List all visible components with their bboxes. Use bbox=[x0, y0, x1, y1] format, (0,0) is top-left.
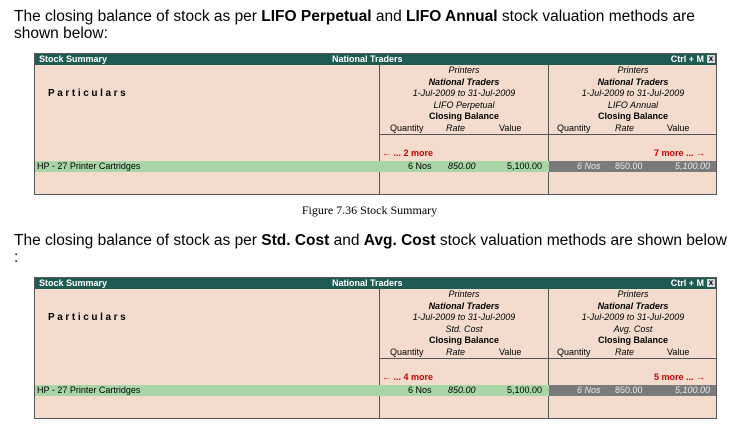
intro-text: stock valuation methods are shown below … bbox=[14, 232, 727, 266]
item-name: HP - 27 Printer Cartridges bbox=[37, 385, 141, 395]
value-header: Value bbox=[667, 347, 690, 357]
intro-paragraph-1: The closing balance of stock as per LIFO… bbox=[14, 8, 734, 42]
closing-balance-heading: Closing Balance bbox=[428, 111, 500, 121]
quantity-header: Quantity bbox=[390, 347, 424, 357]
closing-balance-heading: Closing Balance bbox=[597, 111, 669, 121]
stock-summary-window: Stock Summary National Traders Ctrl + M … bbox=[34, 53, 717, 195]
left-arrow-icon: ← bbox=[382, 148, 394, 158]
quantity-header: Quantity bbox=[557, 347, 591, 357]
value-cell: 5,100.00 bbox=[675, 161, 711, 171]
more-columns-label: ... 2 more bbox=[393, 148, 434, 158]
column-divider bbox=[548, 289, 549, 418]
intro-text: stock valuation methods are shown below: bbox=[14, 8, 695, 42]
period: 1-Jul-2009 to 31-Jul-2009 bbox=[412, 312, 516, 322]
group-name: Printers bbox=[448, 289, 480, 299]
value-cell: 5,100.00 bbox=[507, 385, 543, 395]
company-title: National Traders bbox=[332, 54, 403, 64]
item-name: HP - 27 Printer Cartridges bbox=[37, 161, 141, 171]
company-name: National Traders bbox=[597, 76, 669, 87]
shortcut-hint: Ctrl + M bbox=[670, 278, 704, 288]
window-title-bar: Stock Summary National Traders Ctrl + M … bbox=[35, 54, 716, 65]
value-header: Value bbox=[499, 347, 522, 357]
right-arrow-icon: → bbox=[693, 148, 706, 158]
intro-text: and bbox=[329, 232, 364, 249]
rate-header: Rate bbox=[446, 123, 466, 133]
rate-cell: 850.00 bbox=[615, 161, 643, 171]
closing-balance-heading: Closing Balance bbox=[597, 335, 669, 345]
rate-cell: 850.00 bbox=[448, 161, 476, 171]
quantity-cell: 6 Nos bbox=[577, 385, 601, 395]
header-divider bbox=[379, 134, 716, 135]
quantity-cell: 6 Nos bbox=[577, 161, 601, 171]
quantity-header: Quantity bbox=[557, 123, 591, 133]
valuation-method: Avg. Cost bbox=[613, 323, 653, 334]
valuation-method: Std. Cost bbox=[445, 323, 483, 334]
value-cell: 5,100.00 bbox=[675, 385, 711, 395]
more-columns-label: 7 more ... bbox=[654, 148, 694, 158]
more-columns-label: ... 4 more bbox=[393, 372, 434, 382]
stock-summary-window: Stock Summary National Traders Ctrl + M … bbox=[34, 277, 717, 419]
particulars-heading: Particulars bbox=[48, 312, 129, 323]
close-icon[interactable]: x bbox=[707, 54, 715, 63]
selected-cell-group: 6 Nos 850.00 5,100.00 bbox=[549, 385, 716, 396]
more-columns-left[interactable]: ← ... 4 more bbox=[382, 372, 433, 382]
valuation-method: LIFO Perpetual bbox=[433, 99, 495, 110]
more-columns-label: 5 more ... bbox=[654, 372, 694, 382]
table-row[interactable]: HP - 27 Printer Cartridges 6 Nos 850.00 … bbox=[35, 385, 716, 396]
intro-text: The closing balance of stock as per bbox=[14, 8, 262, 25]
figure-caption: Figure 7.36 Stock Summary bbox=[301, 203, 438, 217]
table-row[interactable]: HP - 27 Printer Cartridges 6 Nos 850.00 … bbox=[35, 161, 716, 172]
valuation-method: LIFO Annual bbox=[607, 99, 659, 110]
column-divider bbox=[548, 65, 549, 194]
intro-text: The closing balance of stock as per bbox=[14, 232, 262, 249]
column-header-1: Printers National Traders 1-Jul-2009 to … bbox=[380, 65, 548, 123]
quantity-cell: 6 Nos bbox=[408, 385, 432, 395]
shortcut-hint: Ctrl + M bbox=[670, 54, 704, 64]
more-columns-left[interactable]: ← ... 2 more bbox=[382, 148, 433, 158]
rate-cell: 850.00 bbox=[448, 385, 476, 395]
rate-header: Rate bbox=[446, 347, 466, 357]
rate-cell: 850.00 bbox=[615, 385, 643, 395]
more-columns-right[interactable]: 5 more ... → bbox=[654, 372, 705, 382]
value-header: Value bbox=[667, 123, 690, 133]
value-cell: 5,100.00 bbox=[507, 161, 543, 171]
window-title: Stock Summary bbox=[39, 54, 108, 64]
quantity-header: Quantity bbox=[390, 123, 424, 133]
company-name: National Traders bbox=[428, 300, 500, 311]
rate-header: Rate bbox=[615, 123, 635, 133]
rate-header: Rate bbox=[615, 347, 635, 357]
selected-cell-group: 6 Nos 850.00 5,100.00 bbox=[549, 161, 716, 172]
right-arrow-icon: → bbox=[693, 372, 706, 382]
period: 1-Jul-2009 to 31-Jul-2009 bbox=[412, 88, 516, 98]
closing-balance-heading: Closing Balance bbox=[428, 335, 500, 345]
more-columns-right[interactable]: 7 more ... → bbox=[654, 148, 705, 158]
column-header-2: Printers National Traders 1-Jul-2009 to … bbox=[549, 65, 717, 123]
window-title: Stock Summary bbox=[39, 278, 108, 288]
intro-paragraph-2: The closing balance of stock as per Std.… bbox=[14, 232, 734, 266]
company-name: National Traders bbox=[428, 76, 500, 87]
intro-bold: Avg. Cost bbox=[363, 232, 436, 249]
period: 1-Jul-2009 to 31-Jul-2009 bbox=[581, 312, 685, 322]
close-icon[interactable]: x bbox=[707, 278, 715, 287]
intro-text: and bbox=[371, 8, 407, 25]
left-arrow-icon: ← bbox=[382, 372, 394, 382]
column-divider bbox=[379, 65, 380, 194]
column-divider bbox=[379, 289, 380, 418]
group-name: Printers bbox=[448, 65, 480, 75]
header-divider bbox=[379, 358, 716, 359]
particulars-heading: Particulars bbox=[48, 88, 129, 99]
column-header-2: Printers National Traders 1-Jul-2009 to … bbox=[549, 289, 717, 347]
quantity-cell: 6 Nos bbox=[408, 161, 432, 171]
column-header-1: Printers National Traders 1-Jul-2009 to … bbox=[380, 289, 548, 347]
company-name: National Traders bbox=[597, 300, 669, 311]
window-title-bar: Stock Summary National Traders Ctrl + M … bbox=[35, 278, 716, 289]
intro-bold: LIFO Perpetual bbox=[261, 8, 372, 25]
period: 1-Jul-2009 to 31-Jul-2009 bbox=[581, 88, 685, 98]
intro-bold: Std. Cost bbox=[261, 232, 330, 249]
intro-bold: LIFO Annual bbox=[406, 8, 498, 25]
value-header: Value bbox=[499, 123, 522, 133]
group-name: Printers bbox=[617, 289, 649, 299]
company-title: National Traders bbox=[332, 278, 403, 288]
group-name: Printers bbox=[617, 65, 649, 75]
